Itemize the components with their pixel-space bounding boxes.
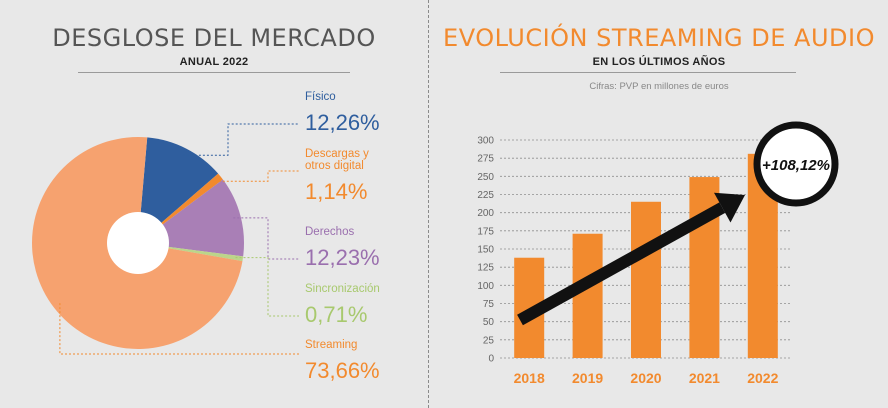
slice-label-value: 0,71% — [305, 302, 367, 327]
y-tick-label: 125 — [477, 263, 494, 274]
market-breakdown-title: DESGLOSE DEL MERCADO — [52, 24, 376, 52]
growth-badge-label: +108,12% — [762, 157, 830, 174]
subtitle-underline — [78, 72, 350, 73]
slice-label-name: Descargas y — [305, 148, 369, 160]
y-tick-label: 50 — [483, 317, 495, 328]
market-breakdown-panel: DESGLOSE DEL MERCADO ANUAL 2022 Físico 12… — [0, 0, 428, 408]
growth-badge — [753, 121, 839, 207]
y-tick-label: 175 — [477, 226, 494, 237]
bar-2020 — [631, 201, 661, 358]
panel-divider — [428, 0, 429, 408]
leader-line — [214, 170, 299, 182]
x-tick-label: 2018 — [514, 370, 545, 386]
x-tick-label: 2021 — [689, 370, 720, 386]
trend-arrow-shaft — [517, 202, 726, 326]
slice-label-value: 1,14% — [305, 179, 367, 204]
slice-label-name: Streaming — [305, 339, 357, 351]
slice-label-name: Físico — [305, 91, 336, 103]
slice-label-name: otros digital — [305, 160, 364, 172]
bar-2021 — [689, 177, 720, 358]
slice-label-value: 73,66% — [305, 358, 380, 383]
streaming-evolution-title: EVOLUCIÓN STREAMING DE AUDIO — [443, 24, 875, 52]
market-breakdown-subtitle: ANUAL 2022 — [179, 56, 249, 68]
streaming-evolution-panel: EVOLUCIÓN STREAMING DE AUDIO EN LOS ÚLTI… — [430, 0, 888, 408]
x-tick-label: 2022 — [747, 370, 778, 386]
bar-2019 — [572, 233, 603, 358]
y-tick-label: 300 — [477, 136, 494, 147]
streaming-bar-chart: 0 25 50 75 100 125 150 175 200 225 250 275 300 2018 20… — [477, 121, 839, 386]
leader-line — [182, 123, 299, 156]
slice-label-value: 12,26% — [305, 110, 380, 135]
donut-hole — [107, 212, 169, 274]
streaming-evolution-subtitle: EN LOS ÚLTIMOS AÑOS — [592, 56, 726, 68]
leader-line — [59, 303, 299, 355]
figures-note: Cifras: PVP en millones de euros — [589, 81, 729, 92]
y-tick-label: 150 — [477, 245, 494, 256]
pie-slice-fisico — [138, 137, 219, 243]
y-tick-label: 0 — [488, 354, 494, 365]
leader-line — [235, 257, 299, 317]
x-tick-label: 2019 — [572, 370, 603, 386]
y-tick-label: 100 — [477, 281, 494, 292]
trend-arrow-head — [714, 192, 745, 223]
slice-label-name: Sincronización — [305, 283, 380, 295]
y-tick-label: 275 — [477, 154, 494, 165]
y-tick-label: 250 — [477, 172, 494, 183]
slice-label-name: Derechos — [305, 226, 354, 238]
slice-label-value: 12,23% — [305, 245, 380, 270]
y-tick-label: 200 — [477, 208, 494, 219]
leader-line — [233, 217, 299, 260]
y-tick-label: 25 — [483, 335, 495, 346]
subtitle-underline — [500, 72, 796, 73]
y-tick-label: 75 — [483, 299, 495, 310]
x-tick-label: 2020 — [630, 370, 661, 386]
y-tick-label: 225 — [477, 190, 494, 201]
